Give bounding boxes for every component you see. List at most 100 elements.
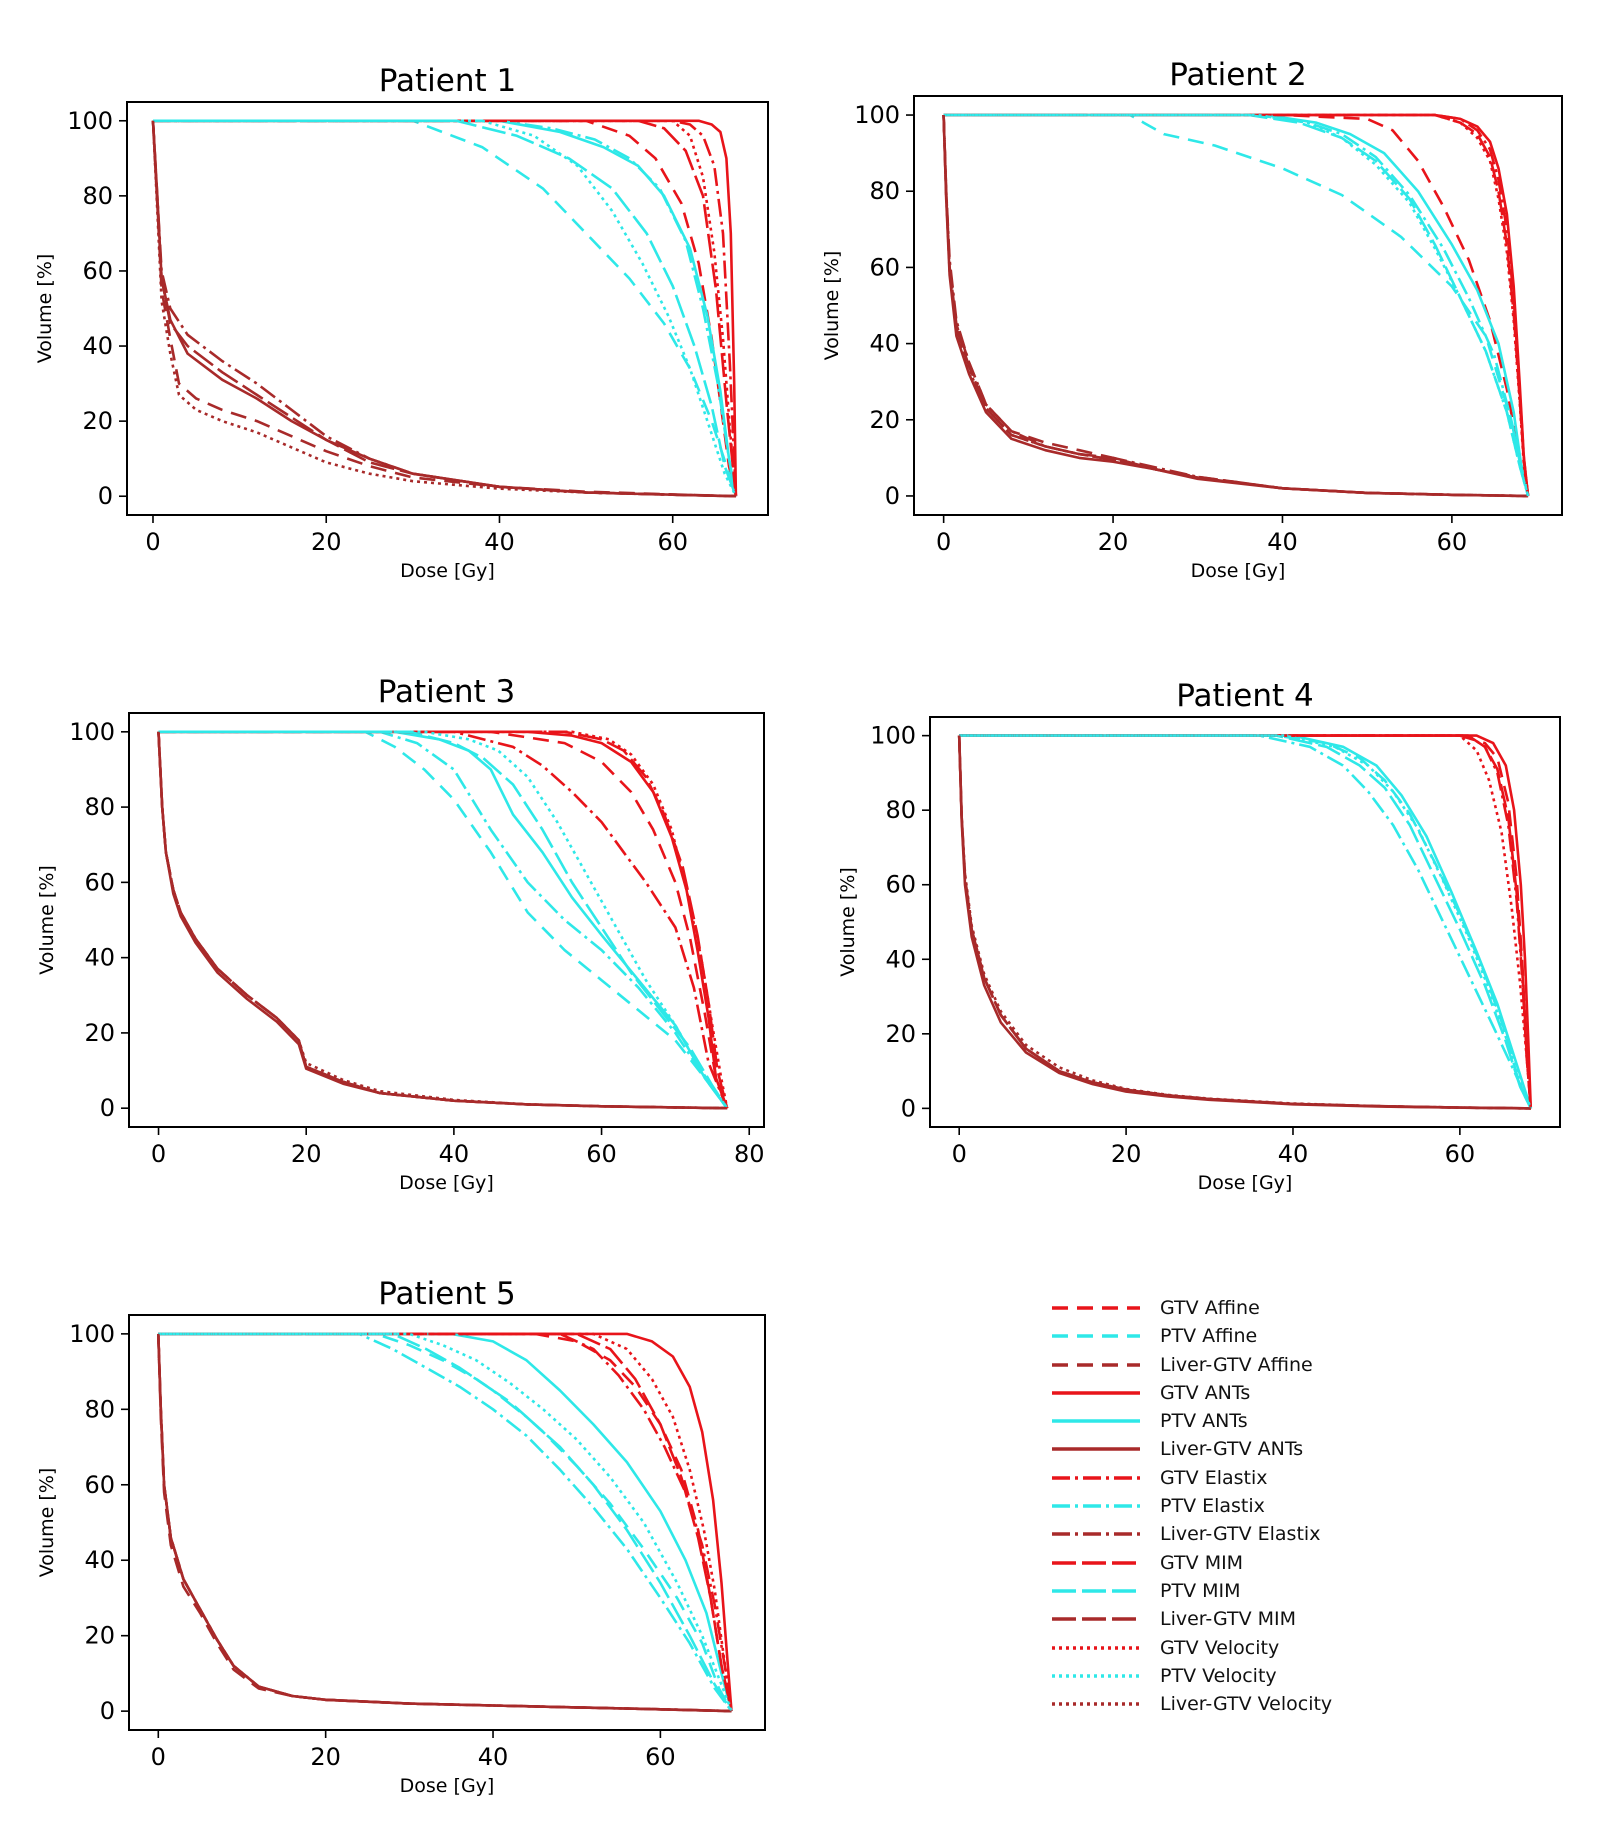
legend-item: GTV Affine (1050, 1294, 1450, 1322)
chart-title: Patient 3 (378, 674, 516, 710)
legend-swatch (1052, 1617, 1140, 1622)
y-tick-label: 20 (84, 1019, 115, 1047)
x-axis-label: Dose [Gy] (1198, 1172, 1293, 1194)
series-group (151, 119, 738, 498)
legend-item: PTV ANTs (1050, 1407, 1450, 1435)
x-axis-label: Dose [Gy] (400, 560, 495, 582)
y-tick-label: 60 (869, 253, 900, 281)
series-line-liver-gtv-affine (157, 1333, 732, 1713)
x-axis-label: Dose [Gy] (400, 1775, 495, 1797)
chart-title: Patient 5 (378, 1276, 516, 1312)
y-tick-label: 100 (870, 722, 916, 750)
y-tick-label: 60 (84, 868, 115, 896)
series-group (157, 1332, 733, 1713)
series-line-gtv-affine (158, 1332, 733, 1712)
series-line-gtv-elastix (943, 113, 1530, 497)
legend-label: Liver-GTV Velocity (1160, 1693, 1333, 1716)
legend-label: GTV ANTs (1160, 1381, 1251, 1404)
y-tick-label: 80 (885, 796, 916, 824)
series-line-ptv-ants (158, 1332, 733, 1712)
legend-label: Liver-GTV ANTs (1160, 1438, 1304, 1461)
legend-swatch (1052, 1560, 1140, 1565)
legend-swatch (1052, 1334, 1140, 1339)
y-tick-label: 80 (82, 182, 113, 210)
plot-frame (929, 716, 1561, 1128)
y-axis-label: Volume [%] (36, 865, 58, 975)
x-tick-label: 40 (1278, 1140, 1309, 1168)
series-group (957, 734, 1533, 1110)
series-line-ptv-mim (158, 1332, 733, 1712)
series-line-liver-gtv-ants (157, 1333, 732, 1713)
series-line-ptv-affine (158, 1332, 733, 1712)
chart-title: Patient 2 (1169, 57, 1307, 93)
series-line-liver-gtv-mim (957, 735, 1531, 1110)
x-tick-label: 20 (310, 1743, 341, 1771)
y-tick-label: 0 (98, 482, 113, 510)
series-line-ptv-velocity (943, 113, 1530, 497)
legend-label: GTV Velocity (1160, 1636, 1280, 1659)
x-axis-label: Dose [Gy] (1191, 560, 1286, 582)
legend-item: PTV Elastix (1050, 1492, 1450, 1520)
y-axis-label: Volume [%] (36, 1468, 58, 1578)
series-line-ptv-velocity (158, 1332, 733, 1712)
series-line-liver-gtv-elastix (957, 735, 1531, 1110)
y-tick-label: 0 (100, 1094, 115, 1122)
legend-swatch (1052, 1702, 1140, 1706)
series-line-ptv-elastix (153, 119, 738, 497)
series-line-ptv-ants (959, 734, 1533, 1109)
y-tick-label: 20 (84, 1622, 115, 1650)
chart-patient-2: 0 20 40 60 0 20 40 60 80 100 Patient 2 Dose [Gy] Vol… (821, 57, 1563, 582)
y-tick-label: 100 (854, 101, 900, 129)
legend-label: PTV ANTs (1160, 1410, 1248, 1433)
series-line-liver-gtv-velocity (157, 1333, 732, 1713)
legend-item: PTV Affine (1050, 1322, 1450, 1350)
series-line-ptv-affine (959, 734, 1532, 1109)
series-line-liver-gtv-velocity (957, 735, 1531, 1110)
legend-swatch (1052, 1306, 1140, 1310)
legend-label: GTV Affine (1160, 1297, 1260, 1319)
x-tick-label: 40 (484, 528, 515, 556)
legend-swatch (1052, 1645, 1140, 1650)
series-line-ptv-mim (959, 734, 1532, 1109)
series-line-gtv-ants (959, 734, 1533, 1109)
x-tick-label: 60 (657, 528, 688, 556)
legend-label: PTV Velocity (1160, 1664, 1277, 1687)
series-line-ptv-elastix (943, 113, 1530, 497)
legend-label: PTV MIM (1160, 1579, 1241, 1602)
legend-item: PTV Velocity (1050, 1662, 1450, 1690)
legend-swatch (1052, 1504, 1140, 1508)
y-tick-label: 20 (885, 1020, 916, 1048)
y-axis-label: Volume [%] (837, 867, 859, 977)
x-tick-label: 20 (311, 528, 342, 556)
series-line-liver-gtv-mim (157, 1333, 732, 1713)
legend-swatch (1052, 1475, 1140, 1480)
y-tick-label: 40 (84, 1546, 115, 1574)
x-tick-label: 60 (586, 1140, 617, 1168)
x-tick-label: 0 (151, 1743, 166, 1771)
series-line-liver-gtv-velocity (151, 120, 736, 498)
x-tick-label: 60 (645, 1743, 676, 1771)
y-tick-label: 40 (84, 944, 115, 972)
plot-frame (913, 95, 1563, 516)
legend-item: GTV ANTs (1050, 1379, 1450, 1407)
y-tick-label: 80 (84, 1395, 115, 1423)
chart-title: Patient 1 (379, 63, 517, 99)
series-line-ptv-affine (153, 119, 738, 497)
y-tick-label: 100 (69, 718, 115, 746)
x-tick-label: 0 (952, 1140, 967, 1168)
legend-label: PTV Affine (1160, 1325, 1258, 1348)
legend-label: Liver-GTV MIM (1160, 1608, 1297, 1631)
series-line-gtv-ants (158, 1332, 733, 1712)
x-tick-label: 80 (734, 1140, 765, 1168)
x-tick-label: 60 (1437, 528, 1468, 556)
series-line-gtv-mim (158, 1332, 733, 1712)
series-line-gtv-elastix (158, 1332, 733, 1712)
series-line-gtv-ants (158, 730, 729, 1109)
x-tick-label: 40 (1267, 528, 1298, 556)
series-group (157, 730, 729, 1110)
legend-item: Liver-GTV Elastix (1050, 1520, 1450, 1548)
y-tick-label: 20 (869, 406, 900, 434)
plot-frame (128, 1314, 766, 1731)
y-axis-label: Volume [%] (34, 254, 56, 364)
y-axis-label: Volume [%] (821, 251, 843, 361)
